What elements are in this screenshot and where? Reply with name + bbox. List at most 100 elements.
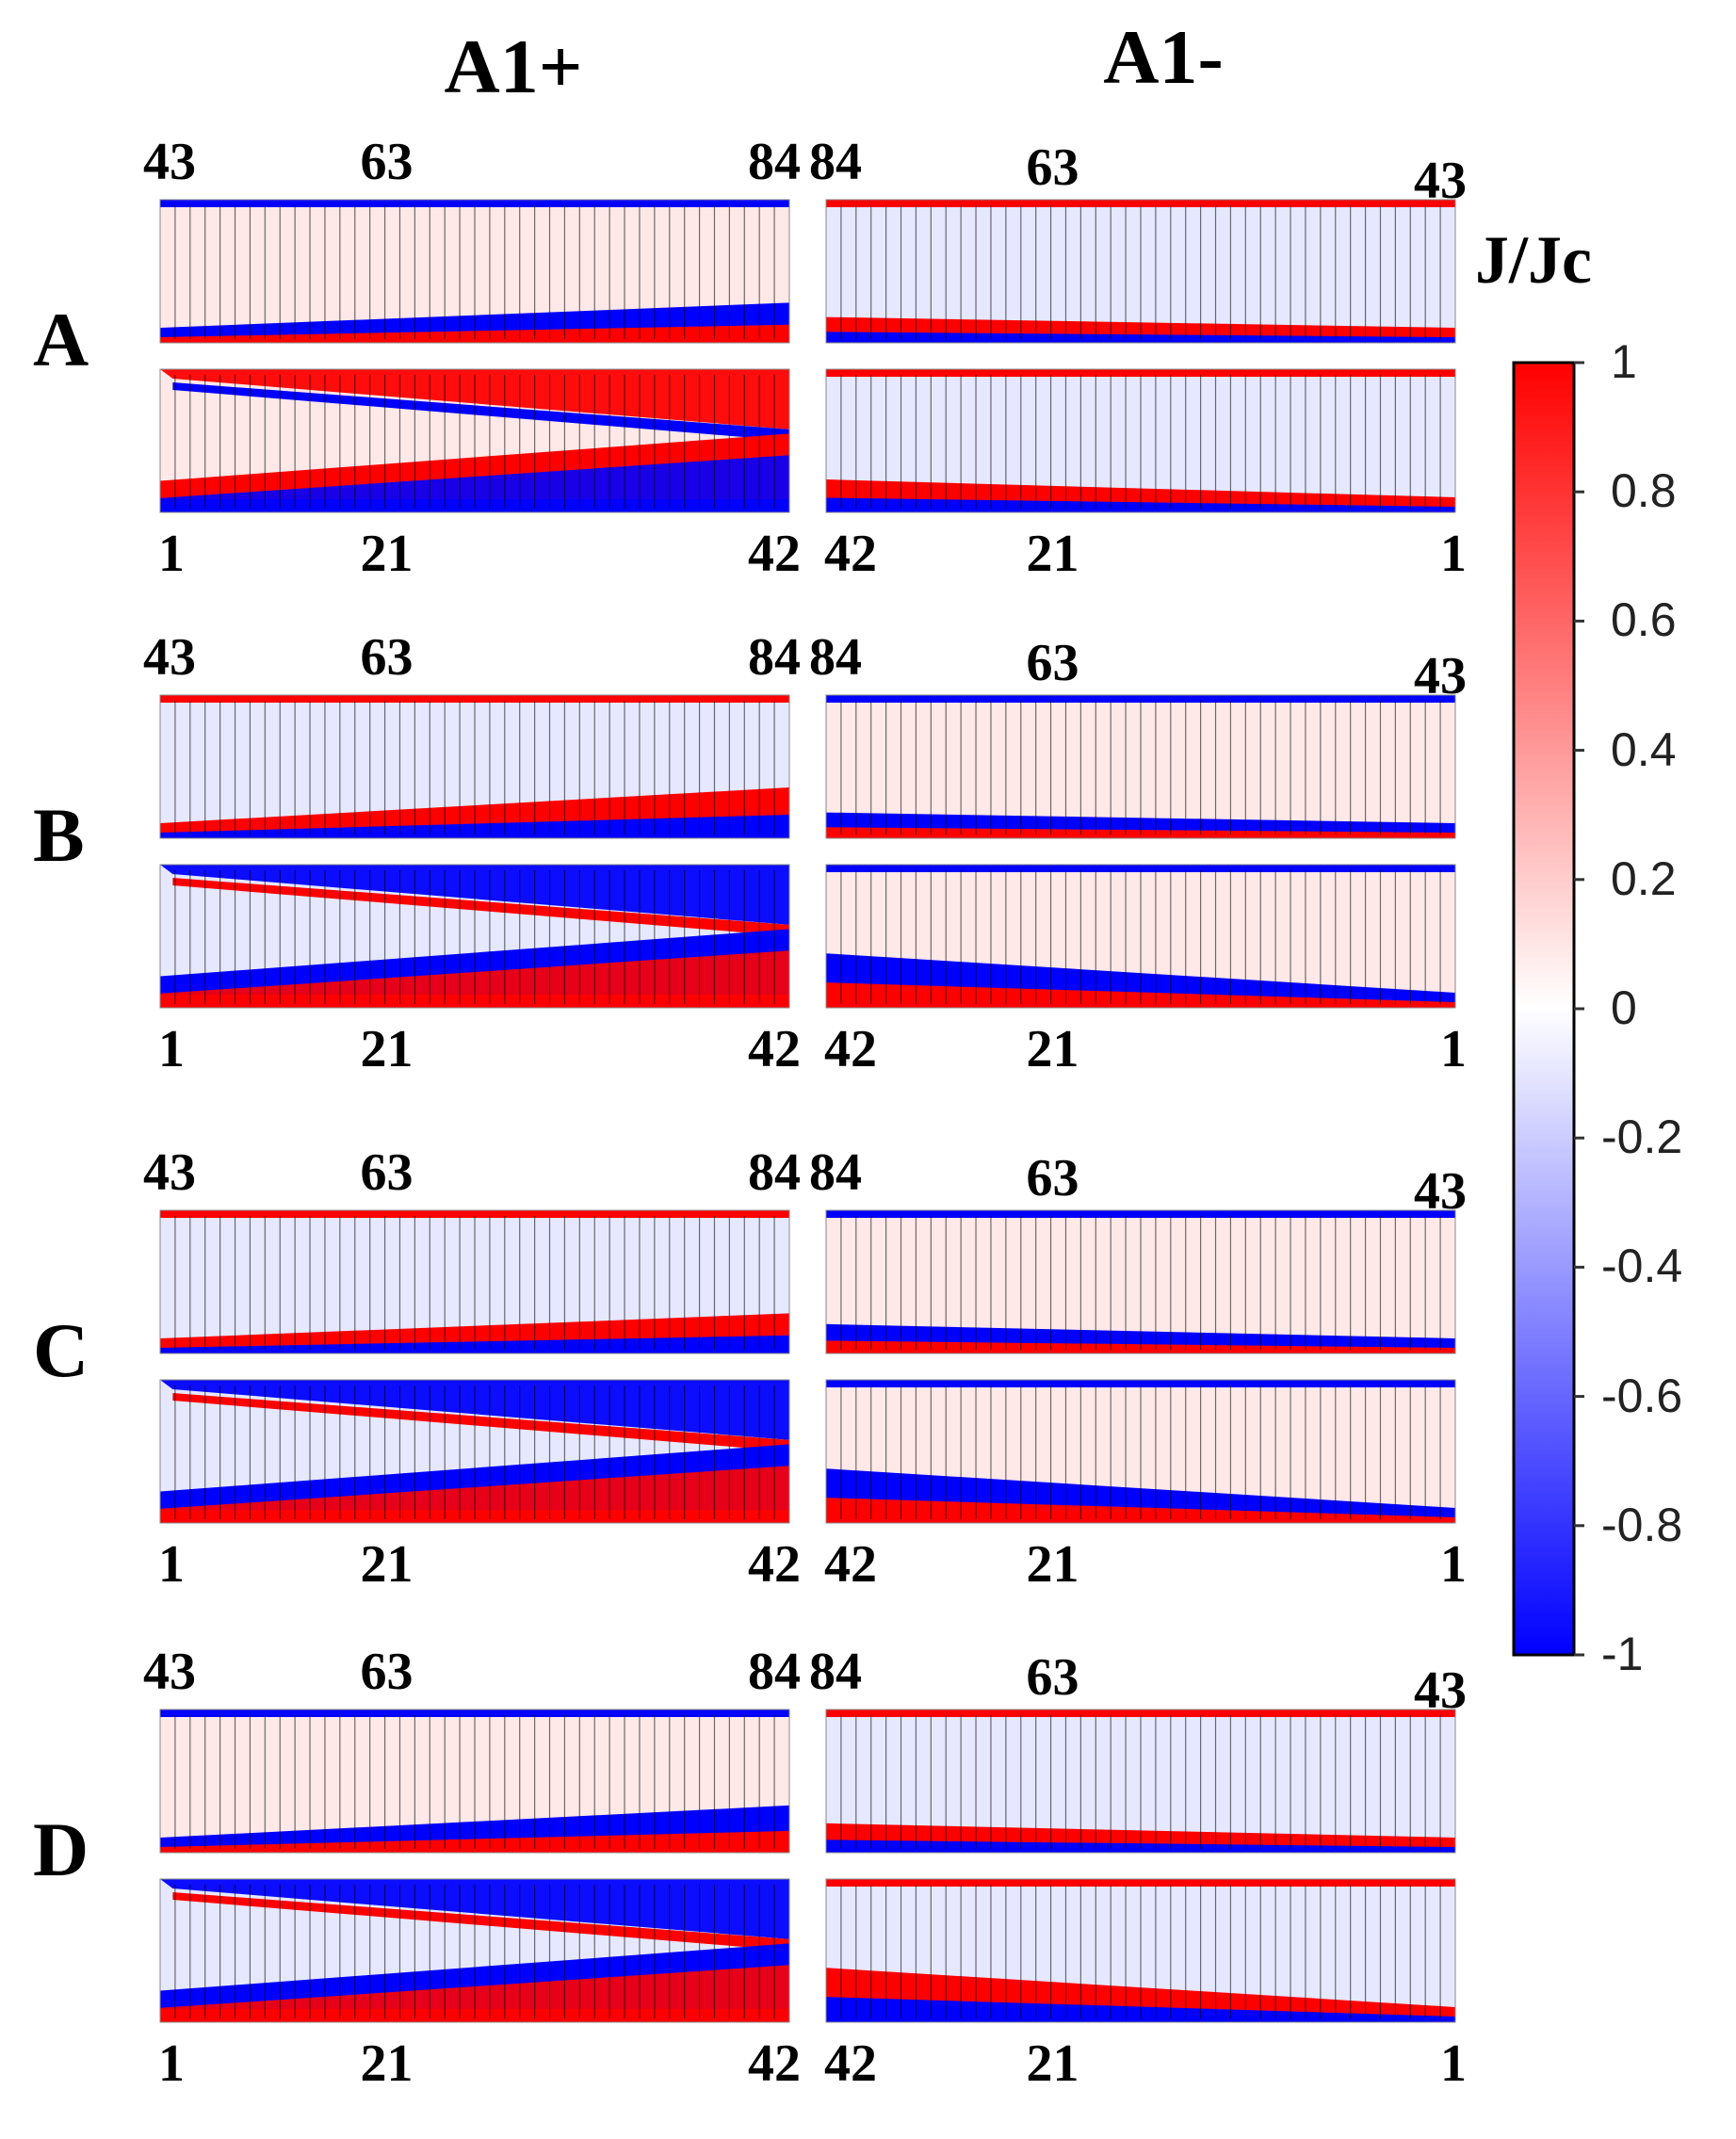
strip-D-lower-1 — [159, 1878, 790, 2023]
strip-top-edge — [160, 1210, 789, 1218]
strip-B-lower-2 — [825, 864, 1456, 1009]
strip-top-edge — [826, 1380, 1455, 1387]
bottom-tick-B-1-1: 1 — [158, 1020, 185, 1078]
row-label-A: A — [33, 297, 89, 382]
top-tick-A-1-1: 43 — [143, 133, 196, 191]
top-tick-C-2-2: 63 — [1026, 1149, 1079, 1207]
strip-A-lower-1 — [159, 368, 790, 513]
top-tick-A-2-1: 84 — [809, 133, 862, 191]
strip-B-upper-1 — [159, 694, 790, 839]
strip-frame — [159, 1709, 790, 1854]
wedge-line — [172, 382, 790, 441]
wedge-line — [172, 878, 790, 936]
bottom-tick-D-2-1: 42 — [824, 2034, 877, 2093]
strip-A-upper-1 — [159, 199, 790, 344]
top-tick-A-1-3: 84 — [748, 133, 801, 191]
colorbar-tick-label: 0.2 — [1611, 851, 1677, 905]
strip-frame — [159, 864, 790, 1009]
colorbar-tick-label: -0.6 — [1601, 1369, 1683, 1422]
top-tick-D-2-2: 63 — [1026, 1648, 1079, 1707]
bottom-tick-A-2-1: 42 — [824, 525, 877, 583]
strip-frame — [825, 864, 1456, 1009]
top-tick-B-2-2: 63 — [1026, 634, 1079, 692]
strip-top-edge — [826, 369, 1455, 377]
strip-frame — [825, 1709, 1456, 1854]
strip-frame — [159, 1878, 790, 2023]
top-tick-B-2-3: 43 — [1414, 647, 1467, 705]
bottom-tick-D-2-3: 1 — [1440, 2034, 1467, 2093]
top-tick-B-1-1: 43 — [143, 628, 196, 687]
strip-B-upper-2 — [825, 694, 1456, 839]
colorbar-tick-label: 0.6 — [1611, 593, 1677, 647]
bottom-tick-B-1-3: 42 — [748, 1020, 801, 1078]
strip-panels — [159, 199, 1456, 2023]
top-tick-D-1-3: 84 — [748, 1643, 801, 1701]
row-label-B: B — [33, 792, 85, 878]
strip-top-edge — [160, 200, 789, 207]
strip-top-edge — [826, 695, 1455, 703]
strip-C-lower-1 — [159, 1379, 790, 1524]
strip-top-edge — [826, 200, 1455, 207]
strip-frame — [825, 1209, 1456, 1354]
strip-A-upper-2 — [825, 199, 1456, 344]
strip-top-edge — [826, 1710, 1455, 1717]
top-tick-A-1-2: 63 — [360, 133, 414, 191]
bottom-tick-B-2-2: 21 — [1026, 1020, 1079, 1078]
row-label-D: D — [33, 1807, 89, 1892]
top-tick-C-1-3: 84 — [748, 1143, 801, 1202]
strip-top-edge — [160, 1710, 789, 1717]
bottom-tick-D-1-1: 1 — [158, 2034, 185, 2093]
bottom-tick-B-2-3: 1 — [1440, 1020, 1467, 1078]
strip-B-lower-1 — [159, 864, 790, 1009]
bottom-tick-C-1-1: 1 — [158, 1535, 185, 1594]
bottom-tick-C-1-2: 21 — [360, 1535, 414, 1594]
colorbar-tick-label: 1 — [1611, 335, 1637, 388]
wedge-line — [172, 1393, 790, 1451]
colorbar-tick-label: 0.8 — [1611, 464, 1677, 518]
top-tick-C-1-2: 63 — [360, 1143, 414, 1202]
colorbar-tick-label: -0.4 — [1601, 1240, 1683, 1293]
strip-top-edge — [826, 1879, 1455, 1887]
colorbar-tick-label: 0 — [1611, 981, 1637, 1034]
top-tick-A-2-2: 63 — [1026, 138, 1079, 197]
bottom-tick-C-2-2: 21 — [1026, 1535, 1079, 1594]
bottom-tick-D-2-2: 21 — [1026, 2034, 1079, 2093]
bottom-tick-C-2-3: 1 — [1440, 1535, 1467, 1594]
colorbar-gradient — [1512, 361, 1576, 1657]
strip-top-edge — [826, 865, 1455, 872]
bottom-tick-B-2-1: 42 — [824, 1020, 877, 1078]
wedge-line — [172, 1892, 790, 1951]
colorbar-tick-label: -1 — [1601, 1628, 1644, 1680]
strip-D-lower-2 — [825, 1878, 1456, 2023]
colorbar-tick-label: -0.8 — [1601, 1498, 1683, 1551]
strip-frame — [825, 1878, 1456, 2023]
strip-frame — [825, 1379, 1456, 1524]
colorbar-title: J/Jc — [1475, 222, 1592, 298]
bottom-tick-A-2-3: 1 — [1440, 525, 1467, 583]
bottom-tick-A-1-1: 1 — [158, 525, 185, 583]
bottom-tick-A-1-3: 42 — [748, 525, 801, 583]
strip-top-edge — [826, 1210, 1455, 1218]
colorbar-tick-label: -0.2 — [1601, 1110, 1683, 1164]
colorbar-ticks — [1574, 361, 1584, 1657]
bottom-tick-B-1-2: 21 — [360, 1020, 414, 1078]
bottom-tick-C-1-3: 42 — [748, 1535, 801, 1594]
top-tick-C-2-1: 84 — [809, 1143, 862, 1202]
strip-D-upper-2 — [825, 1709, 1456, 1854]
strip-frame — [159, 1379, 790, 1524]
strip-C-upper-1 — [159, 1209, 790, 1354]
top-tick-D-2-1: 84 — [809, 1643, 862, 1701]
bottom-tick-C-2-1: 42 — [824, 1535, 877, 1594]
top-tick-D-1-2: 63 — [360, 1643, 414, 1701]
column-title-a1-minus: A1- — [1103, 14, 1224, 100]
bottom-tick-D-1-2: 21 — [360, 2034, 414, 2093]
top-tick-A-2-3: 43 — [1414, 152, 1467, 210]
bottom-tick-A-2-2: 21 — [1026, 525, 1079, 583]
strip-frame — [159, 1209, 790, 1354]
top-tick-D-1-1: 43 — [143, 1643, 196, 1701]
top-tick-D-2-3: 43 — [1414, 1661, 1467, 1720]
strip-frame — [159, 368, 790, 513]
bottom-tick-A-1-2: 21 — [360, 525, 414, 583]
strip-A-lower-2 — [825, 368, 1456, 513]
